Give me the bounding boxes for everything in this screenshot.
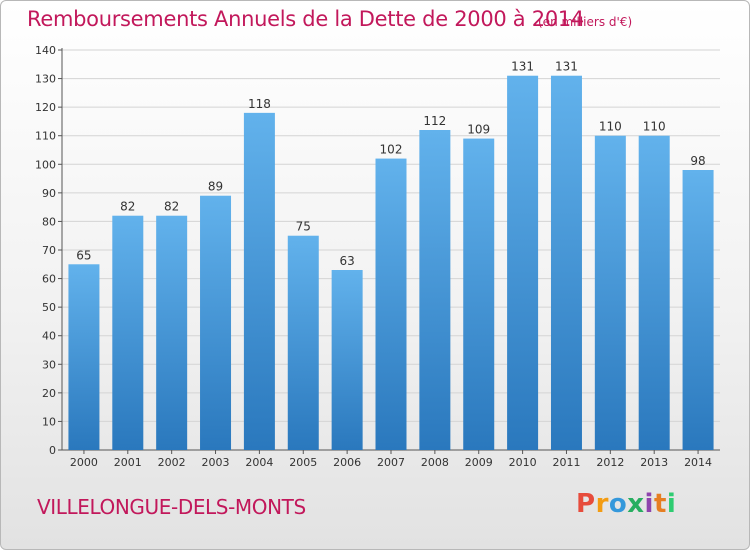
x-tick-label-2008: 2008 bbox=[421, 456, 449, 469]
x-tick-label-2002: 2002 bbox=[158, 456, 186, 469]
data-label-2005: 75 bbox=[296, 220, 311, 234]
x-tick-label-2004: 2004 bbox=[245, 456, 273, 469]
bar-2012 bbox=[594, 135, 626, 450]
data-labels: 65 82 82 89 118 75 63 102 112 109 131 131 110 110 98 bbox=[76, 60, 705, 268]
x-tick-label-2012: 2012 bbox=[596, 456, 624, 469]
x-tick-label-2009: 2009 bbox=[465, 456, 493, 469]
y-tick-label: 40 bbox=[42, 330, 56, 343]
y-tick-label: 70 bbox=[42, 244, 56, 257]
data-label-2003: 89 bbox=[208, 180, 223, 194]
y-tick-label: 30 bbox=[42, 358, 56, 371]
proxiti-logo: Proxiti bbox=[576, 489, 676, 519]
x-tick-label-2007: 2007 bbox=[377, 456, 405, 469]
y-tick-label: 10 bbox=[42, 415, 56, 428]
y-tick-label: 100 bbox=[35, 158, 56, 171]
x-tick-label-2005: 2005 bbox=[289, 456, 317, 469]
data-label-2007: 102 bbox=[380, 143, 403, 157]
data-label-2009: 109 bbox=[467, 123, 490, 137]
logo-letter: r bbox=[595, 489, 609, 519]
chart-subtitle: (en milliers d'€) bbox=[538, 15, 633, 29]
y-tick-label: 50 bbox=[42, 301, 56, 314]
chart-title: Remboursements Annuels de la Dette de 20… bbox=[27, 7, 584, 31]
logo-letter: i bbox=[666, 489, 677, 519]
bar-2001 bbox=[112, 215, 144, 450]
y-tick-label: 20 bbox=[42, 387, 56, 400]
x-tick-label-2001: 2001 bbox=[114, 456, 142, 469]
bars bbox=[68, 75, 714, 451]
x-tick-label-2003: 2003 bbox=[202, 456, 230, 469]
logo-letter: P bbox=[576, 489, 596, 519]
bar-2009 bbox=[463, 138, 495, 451]
x-tick-label-2013: 2013 bbox=[640, 456, 668, 469]
data-label-2013: 110 bbox=[643, 120, 666, 134]
logo-letter: x bbox=[627, 489, 645, 519]
data-label-2002: 82 bbox=[164, 200, 179, 214]
y-tick-label: 90 bbox=[42, 187, 56, 200]
bar-2004 bbox=[243, 112, 275, 450]
bar-2002 bbox=[156, 215, 188, 450]
logo-letter: o bbox=[608, 489, 628, 519]
y-tick-label: 140 bbox=[35, 44, 56, 57]
data-label-2000: 65 bbox=[76, 248, 91, 262]
bar-2007 bbox=[375, 158, 407, 451]
city-name: VILLELONGUE-DELS-MONTS bbox=[37, 495, 306, 519]
data-label-2004: 118 bbox=[248, 97, 271, 111]
y-tick-label: 80 bbox=[42, 215, 56, 228]
y-tick-label: 0 bbox=[49, 444, 56, 457]
bar-2006 bbox=[331, 270, 363, 450]
y-tick-label: 110 bbox=[35, 130, 56, 143]
x-tick-label-2011: 2011 bbox=[552, 456, 580, 469]
data-label-2014: 98 bbox=[690, 154, 705, 168]
x-tick-label-2006: 2006 bbox=[333, 456, 361, 469]
y-tick-label: 60 bbox=[42, 273, 56, 286]
data-label-2011: 131 bbox=[555, 60, 578, 74]
bar-2013 bbox=[638, 135, 670, 450]
bar-2014 bbox=[682, 170, 714, 450]
data-label-2006: 63 bbox=[339, 254, 354, 268]
bar-2008 bbox=[419, 130, 451, 450]
bar-2005 bbox=[287, 235, 319, 450]
x-tick-label-2010: 2010 bbox=[509, 456, 537, 469]
data-label-2010: 131 bbox=[511, 60, 534, 74]
logo-letter: i bbox=[644, 489, 654, 519]
x-tick-label-2000: 2000 bbox=[70, 456, 98, 469]
bar-2010 bbox=[507, 75, 539, 450]
data-label-2012: 110 bbox=[599, 120, 622, 134]
x-tick-label-2014: 2014 bbox=[684, 456, 712, 469]
y-tick-label: 120 bbox=[35, 101, 56, 114]
bar-2003 bbox=[200, 195, 232, 450]
logo-letter: t bbox=[653, 489, 667, 519]
data-label-2008: 112 bbox=[423, 114, 446, 128]
y-tick-label: 130 bbox=[35, 73, 56, 86]
bar-2011 bbox=[550, 75, 582, 450]
data-label-2001: 82 bbox=[120, 200, 135, 214]
x-tick-labels: 2000 2001 2002 2003 2004 2005 2006 2007 2008 2009… bbox=[70, 456, 712, 469]
bar-2000 bbox=[68, 264, 100, 450]
y-tick-labels: 0 10 20 30 40 50 60 70 80 90 100 110 120 130 140 bbox=[35, 44, 56, 457]
